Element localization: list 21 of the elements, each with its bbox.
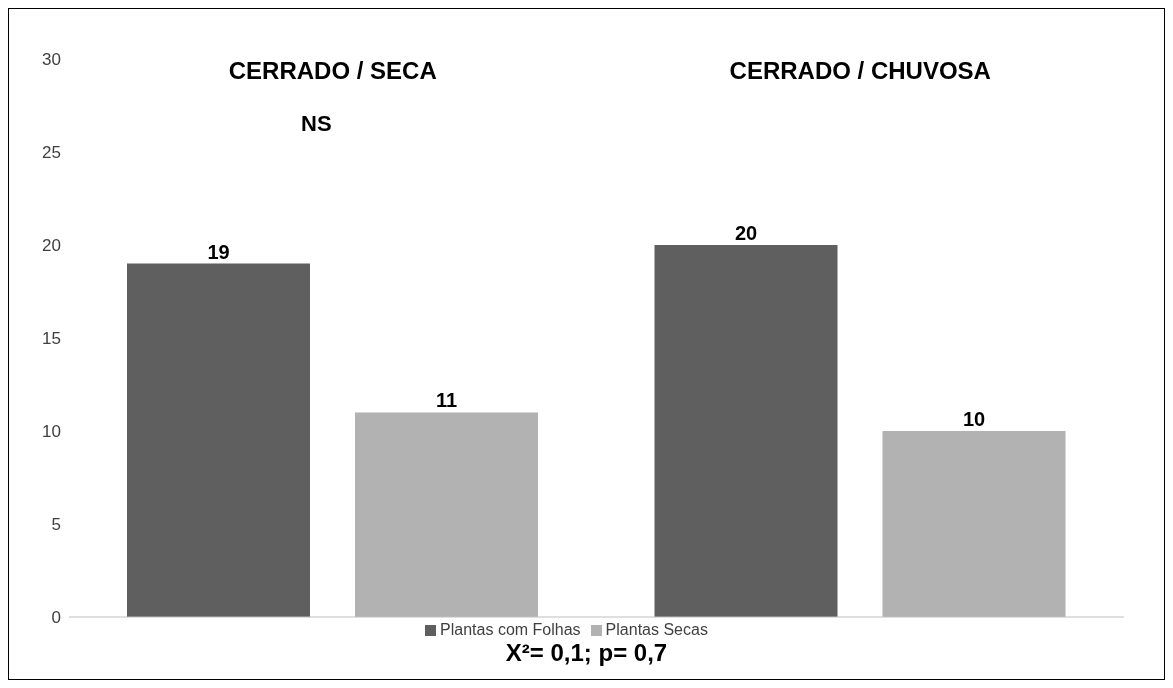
data-label: 11 <box>435 389 458 412</box>
y-tick-label: 0 <box>51 608 61 628</box>
data-label: 20 <box>734 222 758 244</box>
y-tick-label: 5 <box>51 515 61 535</box>
bar <box>882 431 1066 617</box>
data-label: 10 <box>962 408 986 430</box>
bar <box>654 245 838 617</box>
annotation: NS <box>301 111 332 137</box>
data-label: 19 <box>207 240 230 263</box>
text: X²= 0,1; p= 0,7 <box>504 639 669 667</box>
y-tick-label: 10 <box>42 422 61 442</box>
y-tick-label: 25 <box>42 143 61 163</box>
bar <box>127 263 310 617</box>
y-tick-label: 15 <box>42 329 61 349</box>
y-tick-label: 30 <box>42 50 61 70</box>
bar <box>355 412 538 617</box>
legend-label: Plantas Secas <box>605 621 708 638</box>
x-tick-label: CERRADO / SECA <box>228 57 437 84</box>
legend-label: Plantas com Folhas <box>440 621 581 638</box>
y-tick-label: 20 <box>42 236 61 256</box>
x-tick-label: CERRADO / CHUVOSA <box>729 57 991 84</box>
